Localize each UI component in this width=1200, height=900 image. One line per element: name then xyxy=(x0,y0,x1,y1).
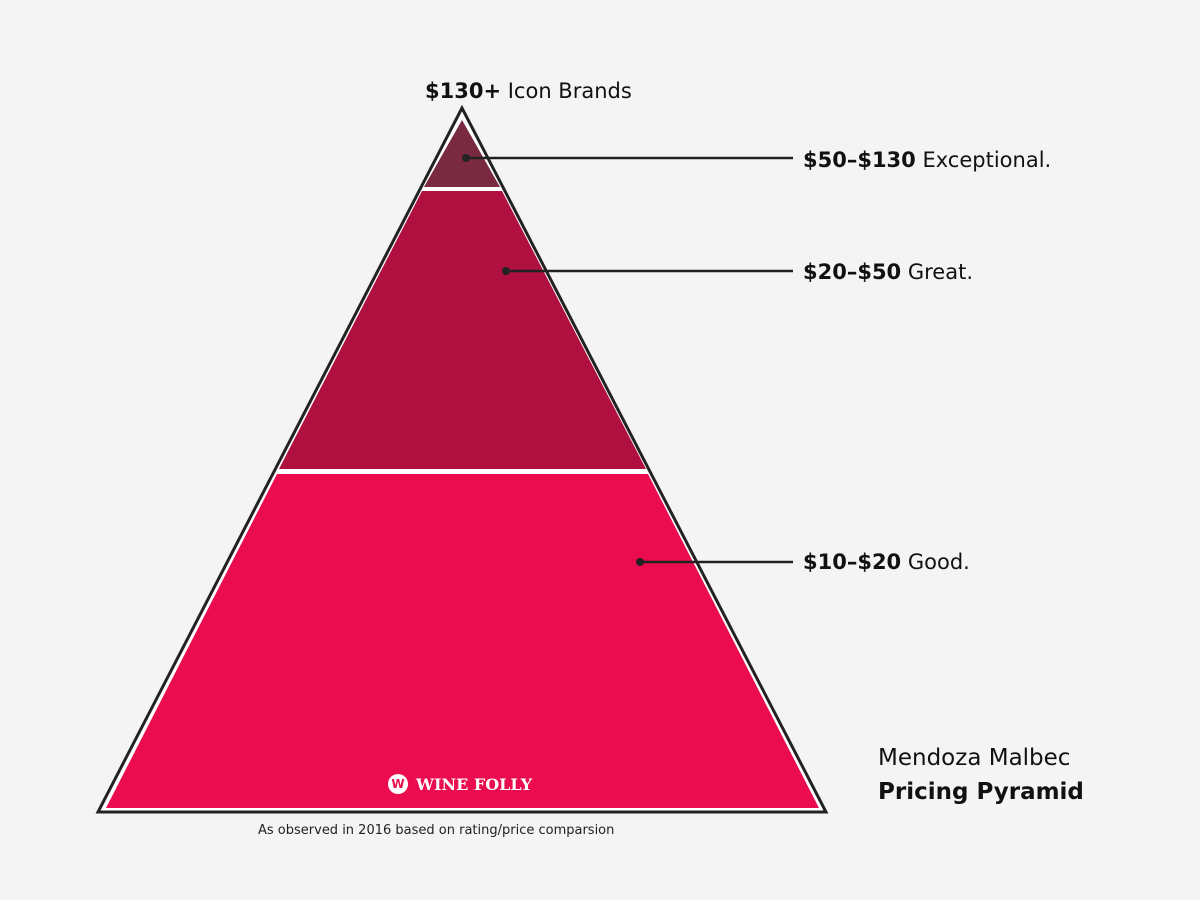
label-good: $10–$20 Good. xyxy=(803,550,970,574)
wine-folly-logo: W WINE FOLLY xyxy=(388,774,532,794)
title-line2: Pricing Pyramid xyxy=(878,779,1084,805)
label-great: $20–$50 Great. xyxy=(803,260,973,284)
tier-label: Great. xyxy=(907,260,974,284)
price: $10–$20 xyxy=(803,550,902,574)
logo-text: WINE FOLLY xyxy=(416,774,533,794)
wine-folly-icon: W xyxy=(388,774,408,794)
leader-line-exceptional xyxy=(462,154,793,162)
price: $130+ xyxy=(425,79,502,103)
price: $20–$50 xyxy=(803,260,902,284)
tier-label: Exceptional. xyxy=(922,148,1052,172)
tier-label: Icon Brands xyxy=(507,79,632,103)
tier-label: Good. xyxy=(907,550,970,574)
tier-top xyxy=(424,120,500,187)
tier-middle xyxy=(279,191,646,469)
leader-line-good xyxy=(636,558,793,566)
price: $50–$130 xyxy=(803,148,916,172)
footnote: As observed in 2016 based on rating/pric… xyxy=(258,823,615,838)
label-icon-brands: $130+ Icon Brands xyxy=(425,79,632,103)
tier-bottom xyxy=(106,474,819,808)
leader-line-great xyxy=(502,267,793,275)
label-exceptional: $50–$130 Exceptional. xyxy=(803,148,1051,172)
title-line1: Mendoza Malbec xyxy=(878,745,1071,771)
